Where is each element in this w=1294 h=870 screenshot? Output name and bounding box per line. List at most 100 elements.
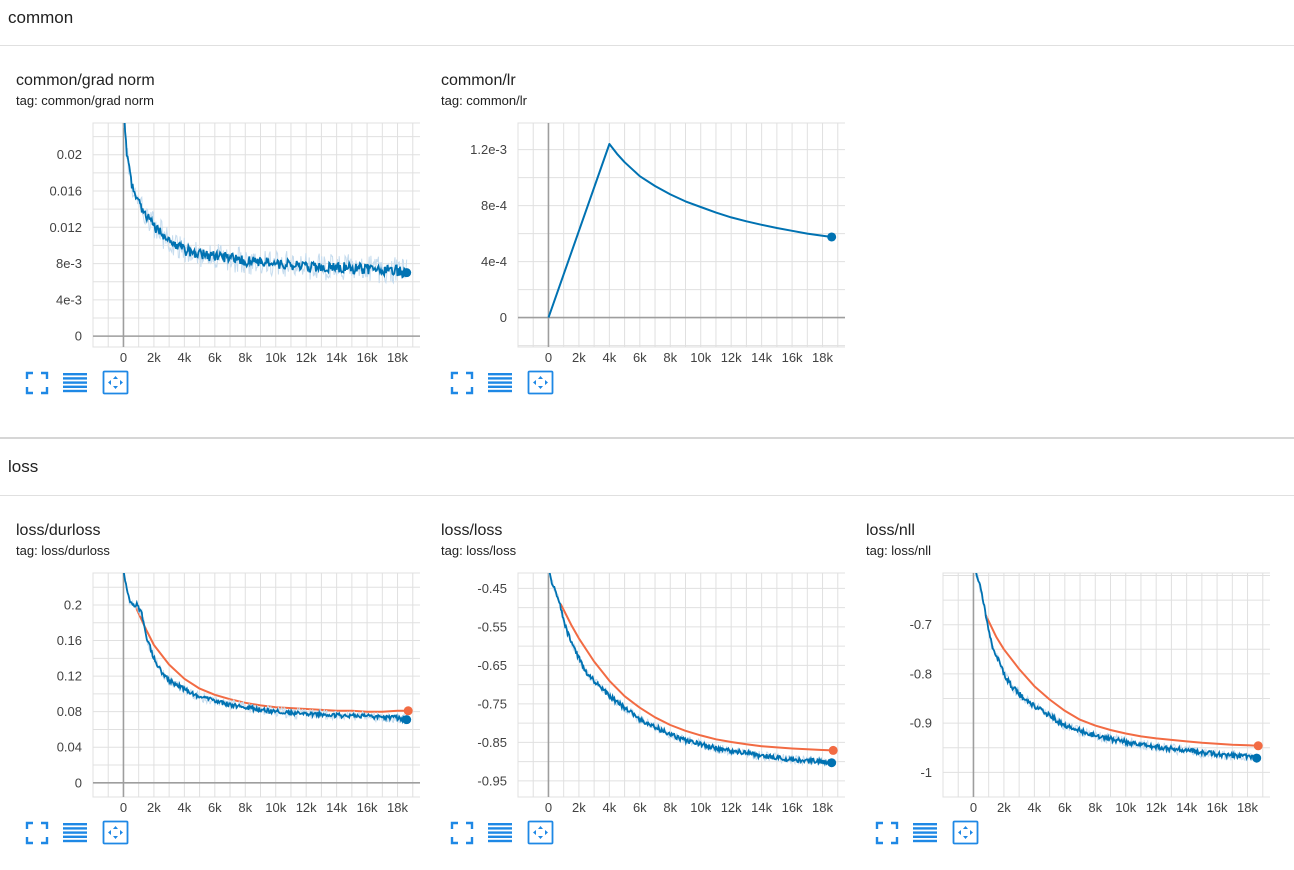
card-title: common/grad norm	[16, 72, 155, 89]
chart-plot[interactable]: 0 2k 4k 6k 8k 10k 12k 14k 16k 18k -0.45 -0.55 -0.65 -…	[425, 560, 845, 820]
data-table-button[interactable]	[62, 820, 88, 846]
data-table-icon	[488, 373, 512, 393]
data-table-icon	[63, 373, 87, 393]
x-tick-label: 8k	[663, 800, 677, 815]
fullscreen-button[interactable]	[449, 820, 475, 846]
fit-domain-icon	[952, 820, 979, 845]
grid	[92, 573, 420, 797]
fullscreen-icon	[450, 821, 474, 845]
series-1	[123, 123, 408, 285]
chart-plot[interactable]: 0 2k 4k 6k 8k 10k 12k 14k 16k 18k 0 4e-4 8e-4 1.2e-3	[425, 110, 845, 370]
plot-frame	[517, 572, 845, 798]
y-tick-label: 0.016	[49, 184, 82, 199]
y-tick-label: -0.7	[910, 617, 932, 632]
x-tick-label: 2k	[572, 350, 586, 365]
y-tick-label: 1.2e-3	[470, 142, 507, 157]
fit-domain-button[interactable]	[527, 820, 554, 846]
x-tick-label: 16k	[782, 800, 803, 815]
x-tick-label: 0	[970, 800, 977, 815]
y-tick-label: -0.75	[477, 696, 507, 711]
data-table-button[interactable]	[912, 820, 938, 846]
plot-frame	[942, 572, 1270, 798]
grid	[92, 123, 420, 347]
x-tick-label: 4k	[177, 800, 191, 815]
chart-card-lr: common/lr tag: common/lr 0 2k 4k 6k 8k 10k 12k…	[425, 70, 845, 420]
x-tick-label: 18k	[387, 350, 408, 365]
x-tick-label: 14k	[1176, 800, 1197, 815]
section-header-loss[interactable]: loss	[0, 437, 1294, 496]
fit-domain-button[interactable]	[102, 820, 129, 846]
y-tick-label: 0.02	[57, 147, 82, 162]
fit-domain-button[interactable]	[527, 370, 554, 396]
fullscreen-icon	[875, 821, 899, 845]
data-table-button[interactable]	[487, 370, 513, 396]
chart-card-loss: loss/loss tag: loss/loss 0 2k 4k 6k 8k 10k 12k…	[425, 520, 845, 870]
x-tick-label: 18k	[1237, 800, 1258, 815]
x-tick-label: 4k	[1027, 800, 1041, 815]
fit-domain-button[interactable]	[952, 820, 979, 846]
fullscreen-button[interactable]	[24, 820, 50, 846]
grid	[517, 123, 845, 347]
card-title: common/lr	[441, 72, 516, 89]
x-tick-label: 6k	[208, 350, 222, 365]
y-tick-label: 8e-3	[56, 256, 82, 271]
fullscreen-icon	[450, 371, 474, 395]
chart-plot[interactable]: 0 2k 4k 6k 8k 10k 12k 14k 16k 18k 0 4e-3 8e-3 0.012 0.…	[0, 110, 420, 370]
chart-plot[interactable]: 0 2k 4k 6k 8k 10k 12k 14k 16k 18k -0.7 -0.8 -0.9 -1	[850, 560, 1270, 820]
chart-plot[interactable]: 0 2k 4k 6k 8k 10k 12k 14k 16k 18k 0 0.04 0.08 0.12 0.1…	[0, 560, 420, 820]
series-1	[559, 603, 834, 752]
fit-domain-button[interactable]	[102, 370, 129, 396]
series-line	[559, 603, 834, 752]
data-table-button[interactable]	[487, 820, 513, 846]
card-title: loss/loss	[441, 522, 503, 539]
series-endpoint	[827, 758, 837, 768]
y-tick-label: 4e-3	[56, 292, 82, 307]
y-tick-label: 0.16	[57, 633, 82, 648]
x-tick-label: 0	[545, 800, 552, 815]
series-endpoint	[828, 745, 838, 755]
card-tag: tag: common/grad norm	[16, 93, 155, 108]
series-1	[984, 614, 1259, 747]
y-tick-label: 0	[500, 310, 507, 325]
y-tick-label: -1	[920, 765, 932, 780]
card-title: loss/nll	[866, 522, 915, 539]
x-tick-label: 10k	[265, 350, 286, 365]
y-tick-label: -0.9	[910, 716, 932, 731]
fit-domain-icon	[527, 820, 554, 845]
fullscreen-button[interactable]	[24, 370, 50, 396]
card-tag: tag: loss/loss	[441, 543, 517, 558]
fullscreen-button[interactable]	[449, 370, 475, 396]
y-tick-label: 0.08	[57, 704, 82, 719]
x-tick-label: 18k	[812, 800, 833, 815]
series-raw-line	[123, 123, 408, 285]
data-table-icon	[63, 823, 87, 843]
x-tick-label: 8k	[238, 350, 252, 365]
x-tick-label: 0	[120, 350, 127, 365]
series-raw-line	[975, 573, 1258, 763]
grid	[942, 573, 1270, 798]
x-tick-label: 6k	[1058, 800, 1072, 815]
plot-frame	[92, 122, 420, 348]
x-tick-label: 8k	[238, 800, 252, 815]
data-table-button[interactable]	[62, 370, 88, 396]
x-tick-label: 4k	[177, 350, 191, 365]
y-tick-label: 0.12	[57, 669, 82, 684]
data-table-icon	[913, 823, 937, 843]
series-endpoint	[1253, 741, 1263, 751]
series-endpoint	[402, 715, 412, 725]
x-tick-label: 4k	[602, 800, 616, 815]
x-tick-label: 12k	[721, 800, 742, 815]
x-tick-label: 14k	[326, 800, 347, 815]
x-tick-label: 18k	[812, 350, 833, 365]
x-tick-label: 8k	[1088, 800, 1102, 815]
y-tick-label: -0.45	[477, 581, 507, 596]
x-tick-label: 14k	[751, 800, 772, 815]
section-header-common[interactable]: common	[0, 0, 1294, 46]
x-tick-label: 6k	[633, 350, 647, 365]
fullscreen-button[interactable]	[874, 820, 900, 846]
chart-card-nll: loss/nll tag: loss/nll 0 2k 4k 6k 8k 10k 12k 14…	[850, 520, 1270, 870]
series-2	[548, 573, 833, 768]
y-tick-label: -0.65	[477, 658, 507, 673]
fit-domain-icon	[102, 820, 129, 845]
x-tick-label: 16k	[357, 800, 378, 815]
